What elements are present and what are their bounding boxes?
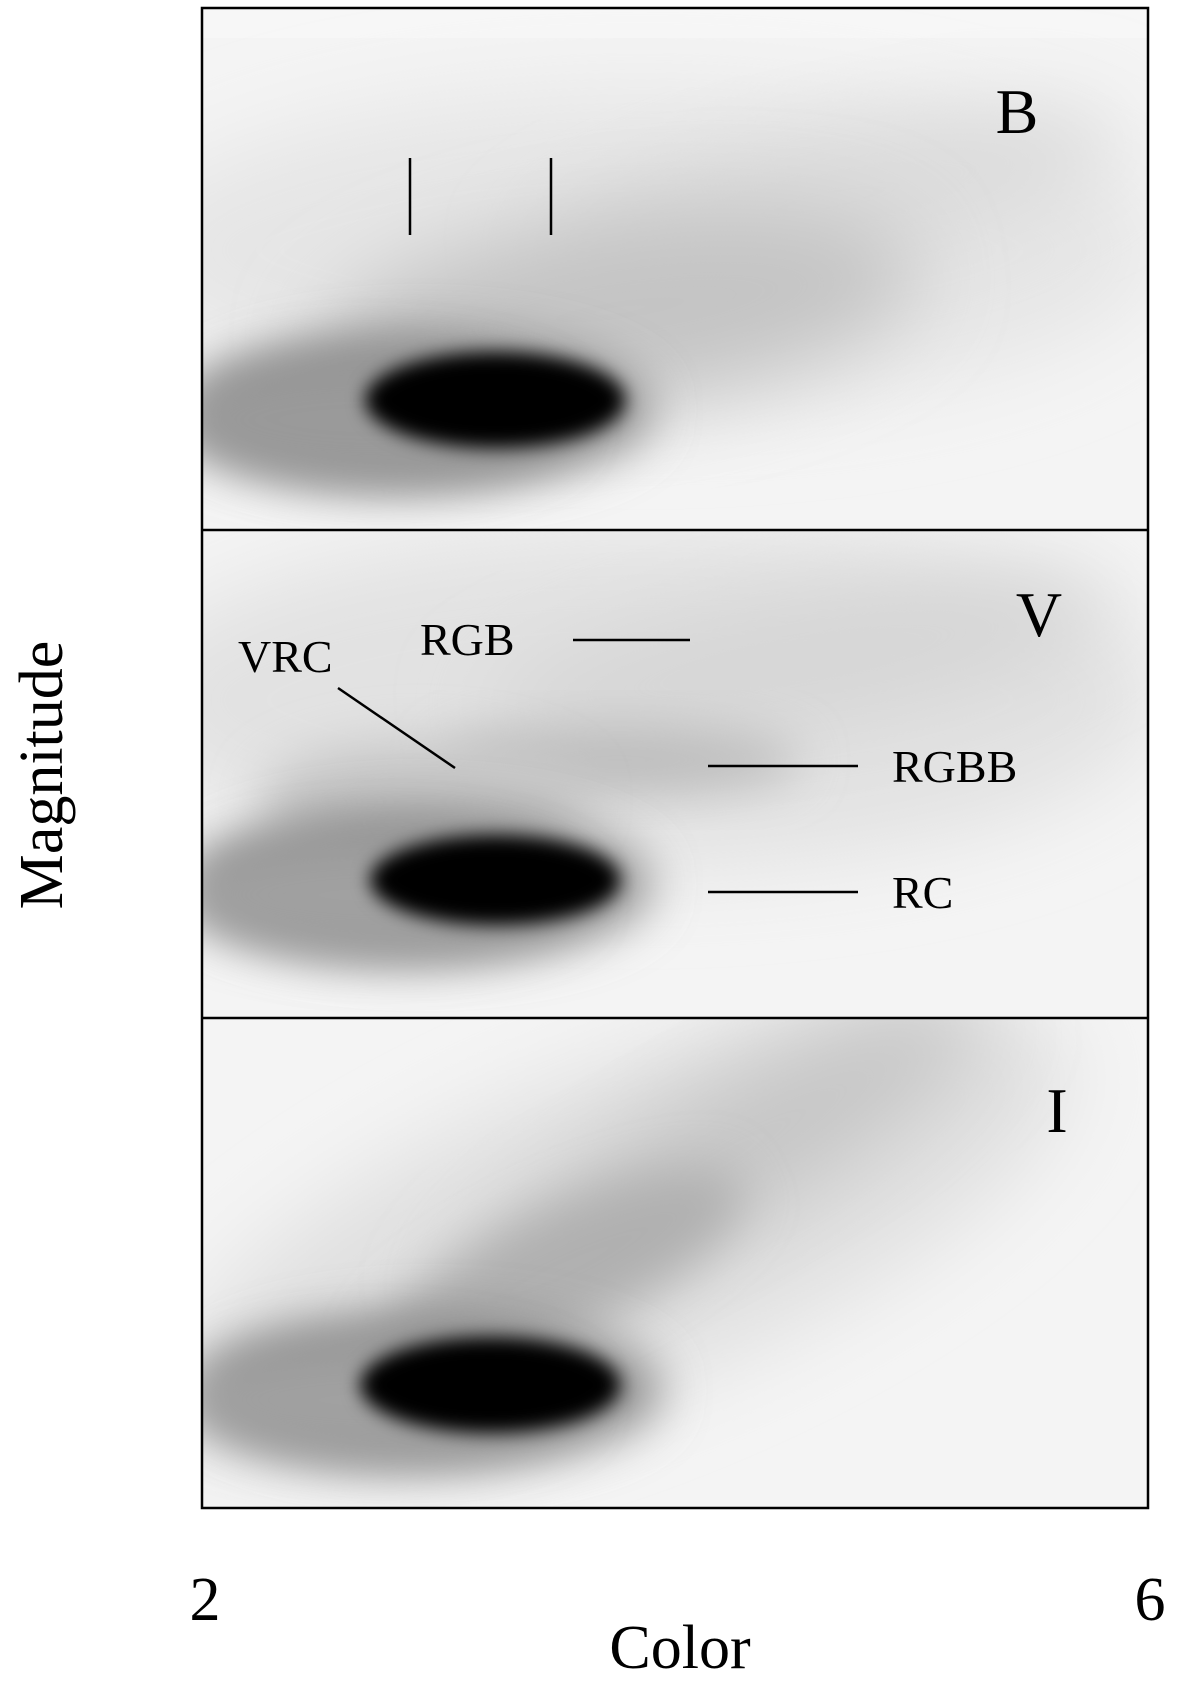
panel-v-density — [202, 530, 1148, 1018]
panel-label-b: B — [996, 76, 1039, 147]
x-axis-label: Color — [609, 1614, 751, 1682]
annotation-rc: RC — [892, 867, 953, 918]
y-axis-label: Magnitude — [8, 641, 76, 910]
panel-b-density — [202, 8, 1148, 530]
x-tick-label-6: 6 — [1135, 1566, 1166, 1634]
annotation-vrc: VRC — [238, 631, 333, 682]
panel-i-density — [202, 1018, 1148, 1508]
annotation-rgb: RGB — [420, 614, 515, 665]
annotation-vrc-pointer — [337, 686, 456, 770]
panel-label-i: I — [1046, 1075, 1067, 1146]
plot-frame — [200, 6, 1150, 1510]
x-tick-label-2: 2 — [190, 1566, 221, 1634]
panel-label-v: V — [1016, 579, 1062, 650]
annotation-rgbb: RGBB — [892, 741, 1017, 792]
